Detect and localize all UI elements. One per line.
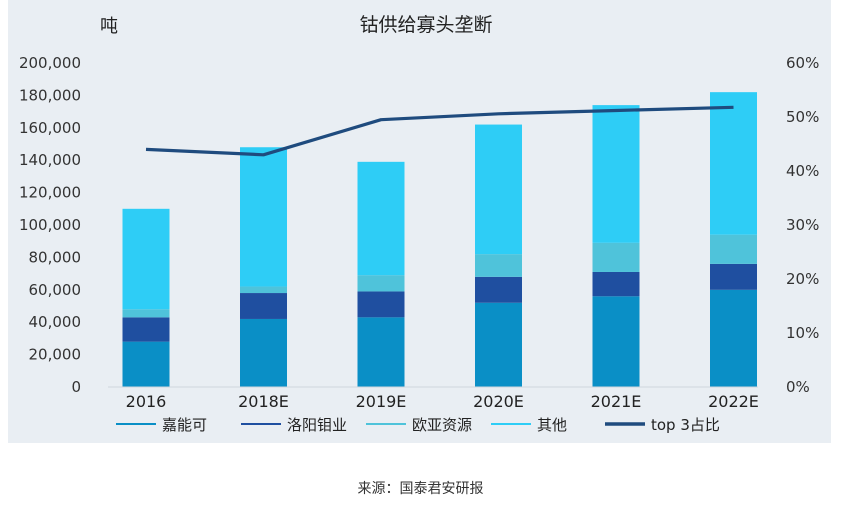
bar-segment <box>710 263 757 290</box>
bar-segment <box>240 293 287 319</box>
bar-segment <box>475 254 522 277</box>
x-tick-label: 2016 <box>126 392 167 411</box>
chart-panel: 吨 钴供给寡头垄断 0 20,000 40,000 60,000 80,000 100,0… <box>8 0 831 443</box>
y2-axis-ticks: 0% 10% 20% 30% 40% 50% 60% <box>786 54 819 396</box>
x-tick-label: 2019E <box>356 392 407 411</box>
y-axis-unit: 吨 <box>100 16 118 37</box>
y2-tick-label: 60% <box>786 54 819 72</box>
bar-segment <box>357 291 405 318</box>
y-tick-label: 60,000 <box>29 281 82 299</box>
chart-svg: 吨 钴供给寡头垄断 0 20,000 40,000 60,000 80,000 100,0… <box>19 14 819 434</box>
bar-segment <box>122 341 170 387</box>
y-tick-label: 180,000 <box>19 86 81 104</box>
y2-tick-label: 0% <box>786 378 810 396</box>
bar-segment <box>240 318 287 387</box>
y2-tick-label: 20% <box>786 270 819 288</box>
bar-segment <box>240 147 287 287</box>
bar-segment <box>710 234 757 264</box>
legend-label: 洛阳钼业 <box>287 416 347 434</box>
bar-segment <box>475 124 522 255</box>
bar-segment <box>357 275 405 292</box>
y-tick-label: 120,000 <box>19 184 81 202</box>
bar-segment <box>357 317 405 387</box>
bar-series <box>122 92 757 387</box>
y-tick-label: 40,000 <box>29 313 82 331</box>
x-tick-label: 2022E <box>708 392 759 411</box>
y-tick-label: 160,000 <box>19 119 81 137</box>
legend-label: 欧亚资源 <box>412 416 472 434</box>
bar-segment <box>592 105 640 243</box>
y-axis-ticks: 0 20,000 40,000 60,000 80,000 100,000 120,000 1… <box>19 54 81 396</box>
x-tick-label: 2018E <box>238 392 289 411</box>
y-tick-label: 80,000 <box>29 248 82 266</box>
source-note: 来源：国泰君安研报 <box>357 481 484 497</box>
y-tick-label: 0 <box>71 378 81 396</box>
x-axis-labels: 2016 2018E 2019E 2020E 2021E 2022E <box>126 392 759 411</box>
bar-segment <box>122 208 170 310</box>
legend: 嘉能可 洛阳钼业 欧亚资源 其他 top 3占比 <box>116 416 720 434</box>
bar-segment <box>475 302 522 387</box>
y2-tick-label: 10% <box>786 324 819 342</box>
legend-label: 其他 <box>537 416 567 434</box>
bar-segment <box>475 276 522 303</box>
bar-segment <box>710 92 757 235</box>
y-tick-label: 20,000 <box>29 346 82 364</box>
y-tick-label: 200,000 <box>19 54 81 72</box>
y-tick-label: 100,000 <box>19 216 81 234</box>
chart-title: 钴供给寡头垄断 <box>359 14 492 36</box>
y2-tick-label: 30% <box>786 216 819 234</box>
bar-segment <box>240 286 287 294</box>
legend-label: top 3占比 <box>651 416 720 434</box>
bar-segment <box>592 242 640 272</box>
legend-label: 嘉能可 <box>162 416 207 434</box>
x-tick-label: 2020E <box>473 392 524 411</box>
bar-segment <box>122 317 170 342</box>
y-tick-label: 140,000 <box>19 151 81 169</box>
x-tick-label: 2021E <box>591 392 642 411</box>
bar-segment <box>710 289 757 387</box>
bar-segment <box>122 309 170 318</box>
top3-share-line <box>145 105 734 157</box>
bar-segment <box>357 161 405 276</box>
bar-segment <box>592 271 640 297</box>
y2-tick-label: 50% <box>786 108 819 126</box>
bar-segment <box>592 296 640 387</box>
y2-tick-label: 40% <box>786 162 819 180</box>
